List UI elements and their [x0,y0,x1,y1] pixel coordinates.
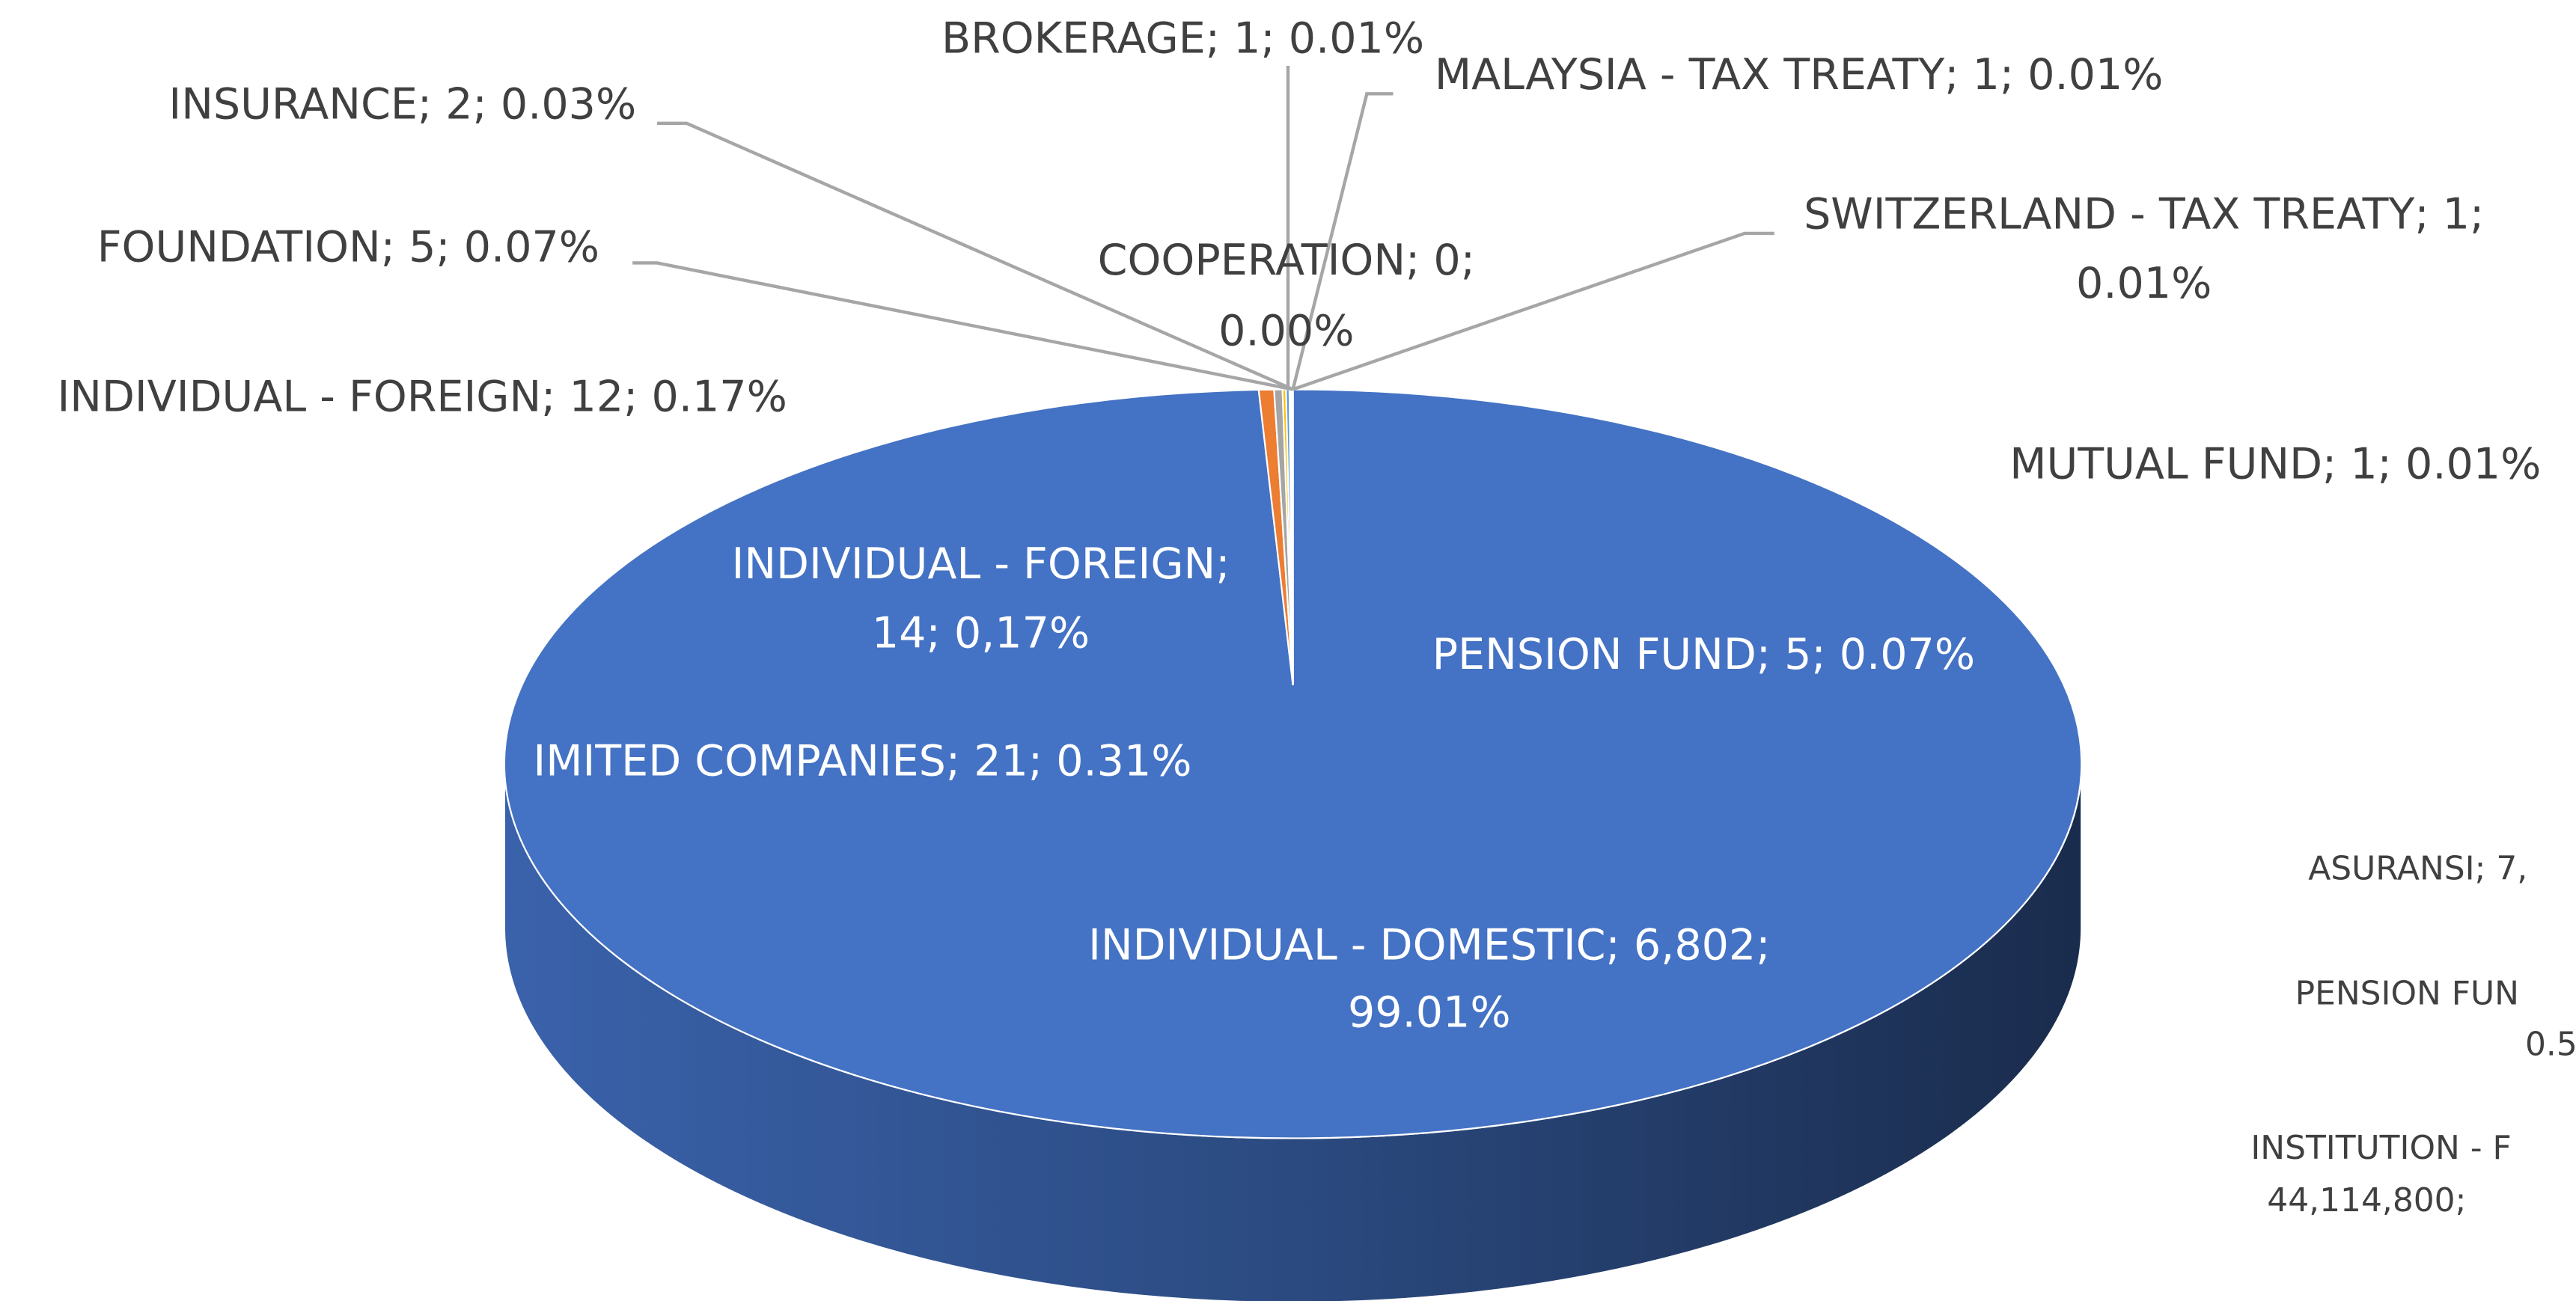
annotation: 0.5 [2525,1026,2576,1064]
annotation: INSTITUTION - F [2250,1129,2511,1167]
leader-line [632,261,1294,391]
annotation: PENSION FUN [2295,974,2519,1012]
annotation: 44,114,800; [2267,1181,2466,1219]
data-label: 14; 0,17% [872,608,1090,658]
data-label: FOUNDATION; 5; 0.07% [97,223,599,272]
data-label: 0.00% [1218,306,1354,355]
data-label: INDIVIDUAL - DOMESTIC; 6,802; [1088,920,1770,970]
data-label: BROKERAGE; 1; 0.01% [941,14,1424,64]
leader-line [657,121,1294,391]
data-label: COOPERATION; 0; [1098,236,1475,285]
data-label: IMITED COMPANIES; 21; 0.31% [533,737,1191,786]
pie-slice [503,388,2083,1139]
leader-line [1291,92,1394,391]
data-label: 99.01% [1348,988,1511,1037]
data-label: SWITZERLAND - TAX TREATY; 1; [1804,190,2484,239]
data-label: 0.01% [2076,259,2212,308]
leader-line [1292,231,1774,391]
annotation: ASURANSI; 7, [2308,850,2527,888]
data-label: INDIVIDUAL - FOREIGN; [732,539,1230,589]
data-label: MALAYSIA - TAX TREATY; 1; 0.01% [1435,50,2164,100]
data-label: INSURANCE; 2; 0.03% [168,80,636,129]
data-label: MUTUAL FUND; 1; 0.01% [2009,439,2541,489]
annotation: INDIVIDUAL - FOREIGN; 12; 0.17% [57,372,787,421]
data-label: PENSION FUND; 5; 0.07% [1432,630,1975,679]
